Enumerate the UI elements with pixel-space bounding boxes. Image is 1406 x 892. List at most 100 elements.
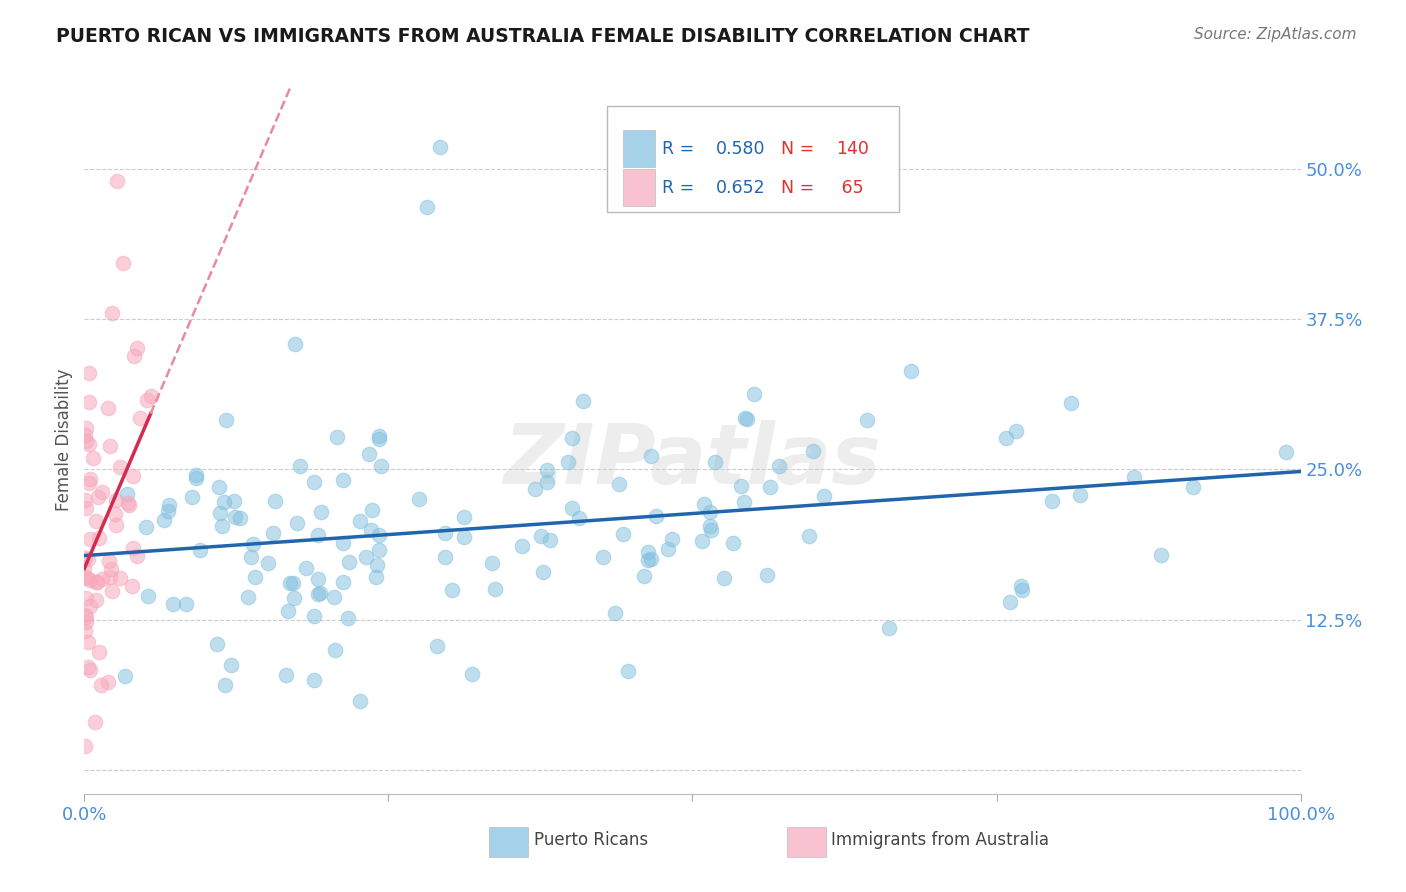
- Point: [208, 480, 231, 494]
- Point: [1275, 445, 1298, 459]
- Text: Puerto Ricans: Puerto Ricans: [534, 831, 648, 849]
- Y-axis label: Female Disability: Female Disability: [55, 368, 73, 510]
- Point: [742, 387, 765, 401]
- Point: [797, 528, 820, 542]
- Point: [332, 473, 354, 487]
- Point: [75, 434, 97, 448]
- Point: [367, 432, 389, 446]
- Point: [607, 477, 630, 491]
- Point: [229, 511, 252, 525]
- Point: [735, 412, 758, 426]
- Point: [285, 516, 308, 530]
- Point: [90, 572, 112, 586]
- Point: [117, 487, 139, 501]
- Point: [211, 519, 233, 533]
- Point: [523, 483, 546, 497]
- Point: [98, 554, 121, 568]
- Point: [536, 475, 558, 490]
- Point: [224, 510, 246, 524]
- Point: [461, 666, 484, 681]
- Point: [87, 645, 110, 659]
- Point: [640, 552, 662, 566]
- Point: [332, 536, 354, 550]
- Point: [90, 678, 112, 692]
- Point: [180, 490, 202, 504]
- Point: [75, 615, 97, 630]
- Point: [1011, 583, 1033, 598]
- Point: [122, 469, 145, 483]
- Point: [307, 573, 329, 587]
- Point: [77, 395, 100, 409]
- Point: [370, 458, 392, 473]
- Point: [692, 497, 714, 511]
- Text: PUERTO RICAN VS IMMIGRANTS FROM AUSTRALIA FEMALE DISABILITY CORRELATION CHART: PUERTO RICAN VS IMMIGRANTS FROM AUSTRALI…: [56, 27, 1029, 45]
- Point: [245, 569, 267, 583]
- Point: [481, 556, 503, 570]
- Point: [100, 306, 122, 320]
- Point: [186, 467, 208, 482]
- Point: [998, 595, 1021, 609]
- Point: [75, 421, 97, 435]
- Point: [108, 459, 131, 474]
- Point: [79, 663, 101, 677]
- Text: R =: R =: [662, 139, 700, 158]
- Text: 140: 140: [837, 139, 869, 158]
- Point: [73, 624, 96, 638]
- Point: [110, 571, 132, 585]
- Point: [309, 505, 332, 519]
- Point: [1181, 480, 1204, 494]
- Point: [73, 739, 96, 753]
- Point: [366, 558, 388, 572]
- Point: [721, 536, 744, 550]
- Point: [153, 512, 176, 526]
- Point: [76, 659, 98, 673]
- Point: [84, 574, 107, 589]
- Point: [277, 604, 299, 618]
- Point: [364, 569, 387, 583]
- Point: [433, 525, 456, 540]
- Point: [295, 560, 318, 574]
- Point: [617, 664, 640, 678]
- Point: [215, 413, 238, 427]
- Point: [73, 561, 96, 575]
- Point: [429, 140, 451, 154]
- Text: ZIPatlas: ZIPatlas: [503, 420, 882, 501]
- Point: [730, 479, 752, 493]
- Point: [995, 431, 1018, 445]
- Point: [326, 430, 349, 444]
- Point: [323, 642, 346, 657]
- Point: [302, 475, 325, 490]
- Point: [560, 500, 582, 515]
- Point: [367, 543, 389, 558]
- Point: [758, 480, 780, 494]
- Point: [97, 674, 120, 689]
- FancyBboxPatch shape: [607, 106, 900, 212]
- Point: [174, 597, 197, 611]
- Point: [112, 256, 135, 270]
- Point: [91, 484, 114, 499]
- Point: [75, 591, 97, 605]
- Point: [1123, 470, 1146, 484]
- Point: [124, 349, 146, 363]
- Point: [1040, 493, 1063, 508]
- Point: [79, 472, 101, 486]
- Point: [637, 553, 659, 567]
- Point: [337, 611, 360, 625]
- Point: [557, 455, 579, 469]
- Point: [101, 583, 124, 598]
- Point: [354, 550, 377, 565]
- Point: [733, 494, 755, 508]
- Point: [440, 582, 463, 597]
- Point: [453, 530, 475, 544]
- Point: [135, 520, 157, 534]
- Point: [98, 570, 121, 584]
- Point: [855, 413, 877, 427]
- Point: [408, 491, 430, 506]
- Text: N =: N =: [782, 178, 820, 196]
- Text: 0.580: 0.580: [716, 139, 765, 158]
- FancyBboxPatch shape: [623, 169, 655, 206]
- Point: [349, 514, 371, 528]
- Point: [122, 541, 145, 556]
- Point: [361, 503, 384, 517]
- Point: [73, 607, 96, 622]
